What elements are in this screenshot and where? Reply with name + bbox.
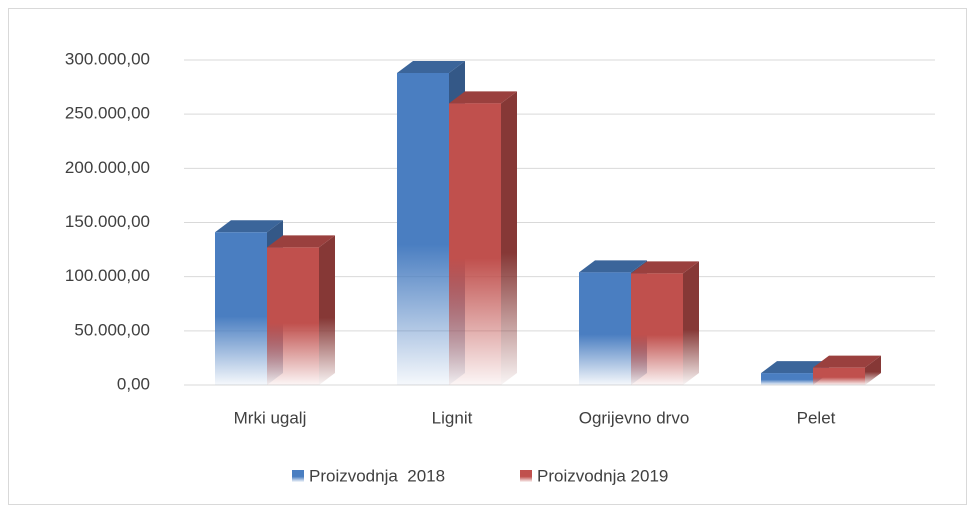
bar-top: [397, 61, 465, 73]
x-tick-label: Pelet: [797, 408, 836, 427]
legend-swatch: [292, 470, 304, 482]
y-tick-label: 50.000,00: [74, 320, 150, 339]
bar-top: [631, 261, 699, 274]
bar-side: [501, 91, 517, 385]
bar: [579, 272, 631, 385]
y-tick-label: 200.000,00: [65, 158, 150, 177]
bar-top: [267, 235, 335, 248]
y-tick-label: 150.000,00: [65, 212, 150, 231]
x-tick-label: Mrki ugalj: [234, 408, 307, 427]
bar-top: [579, 260, 647, 273]
bar: [267, 247, 319, 385]
bar-top: [215, 220, 283, 233]
y-tick-label: 300.000,00: [65, 49, 150, 68]
bar: [631, 273, 683, 385]
bar: [813, 367, 865, 385]
bar-side: [319, 235, 335, 385]
y-tick-label: 0,00: [117, 374, 150, 393]
legend-label: Proizvodnja 2019: [537, 466, 668, 485]
bar-side: [865, 355, 881, 385]
legend-swatch: [520, 470, 532, 482]
y-tick-label: 100.000,00: [65, 266, 150, 285]
bar: [761, 373, 813, 385]
bar-side: [683, 261, 699, 385]
bar: [449, 103, 501, 385]
legend-label: Proizvodnja 2018: [309, 466, 445, 485]
bar: [397, 73, 449, 385]
bar-top: [449, 91, 517, 104]
bar: [215, 232, 267, 385]
bar-top: [761, 361, 829, 374]
bar-top: [813, 355, 881, 368]
y-tick-label: 250.000,00: [65, 104, 150, 123]
x-tick-label: Ogrijevno drvo: [579, 408, 690, 427]
x-tick-label: Lignit: [432, 408, 473, 427]
